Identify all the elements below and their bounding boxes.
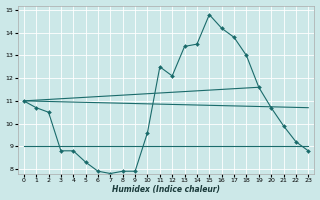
X-axis label: Humidex (Indice chaleur): Humidex (Indice chaleur) — [112, 185, 220, 194]
